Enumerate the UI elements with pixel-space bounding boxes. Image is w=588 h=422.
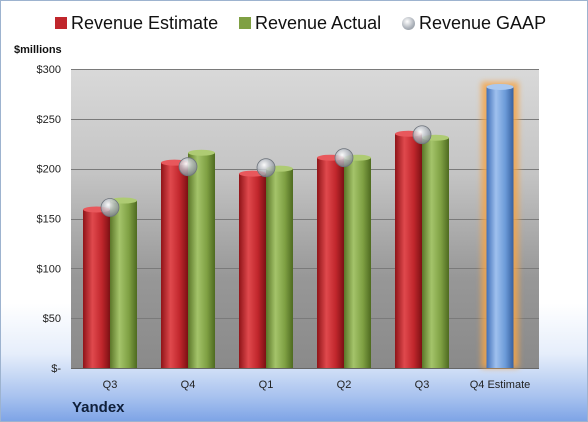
y-tick-label: $100 — [37, 263, 61, 275]
y-tick-label: $300 — [37, 64, 61, 76]
marker-revenue-gaap — [100, 198, 120, 217]
bar-revenue-actual — [110, 200, 137, 368]
bar-cap-actual — [188, 149, 215, 156]
x-axis-tick-labels: Q3 Q4 Q1 Q2 Q3 Q4 Estimate — [103, 379, 531, 391]
y-axis-unit-label: $millions — [14, 44, 62, 56]
legend-swatch-gaap — [402, 16, 415, 30]
marker-revenue-gaap — [178, 157, 198, 177]
y-tick-label: $50 — [43, 313, 61, 325]
legend-label-actual: Revenue Actual — [255, 12, 382, 33]
bar-cap-forecast — [486, 83, 514, 90]
bars — [83, 81, 519, 368]
legend-swatch-actual — [239, 17, 251, 29]
bar-revenue-estimate — [161, 162, 188, 368]
bar-revenue-actual — [266, 168, 293, 368]
gridlines — [71, 69, 539, 369]
y-tick-label: $250 — [37, 114, 61, 126]
legend-item-estimate: Revenue Estimate — [55, 12, 218, 34]
x-tick-label: Q2 — [337, 379, 352, 391]
legend-item-actual: Revenue Actual — [239, 12, 381, 34]
company-label: Yandex — [72, 399, 125, 416]
bar-revenue-actual — [344, 157, 371, 368]
x-tick-label: Q1 — [259, 379, 274, 391]
legend-swatch-estimate — [55, 17, 67, 29]
y-tick-label: $150 — [37, 214, 61, 226]
bar-revenue-actual — [188, 152, 215, 368]
x-tick-label: Q4 — [181, 379, 196, 391]
legend-label-estimate: Revenue Estimate — [71, 12, 219, 33]
x-tick-label: Q3 — [415, 379, 430, 391]
bar-revenue-estimate-forecast — [486, 86, 514, 368]
x-tick-label: Q3 — [103, 379, 118, 391]
bar-revenue-estimate — [395, 133, 422, 368]
x-tick-label: Q4 Estimate — [470, 379, 531, 391]
bar-revenue-actual — [422, 137, 449, 368]
marker-revenue-gaap — [412, 125, 432, 145]
bar-revenue-estimate — [83, 209, 110, 368]
legend-label-gaap: Revenue GAAP — [419, 12, 547, 33]
plot-area — [71, 69, 539, 368]
legend-item-gaap: Revenue GAAP — [402, 12, 546, 34]
marker-revenue-gaap — [256, 158, 276, 178]
y-axis-tick-labels: $- $50 $100 $150 $200 $250 $300 — [37, 64, 62, 375]
bar-revenue-estimate — [317, 157, 344, 368]
bar-revenue-estimate — [239, 173, 266, 368]
marker-revenue-gaap — [334, 148, 354, 168]
y-tick-label: $200 — [37, 164, 61, 176]
gaap-markers — [100, 125, 432, 217]
y-tick-label: $- — [51, 363, 61, 375]
legend: Revenue Estimate Revenue Actual Revenue … — [1, 1, 587, 41]
